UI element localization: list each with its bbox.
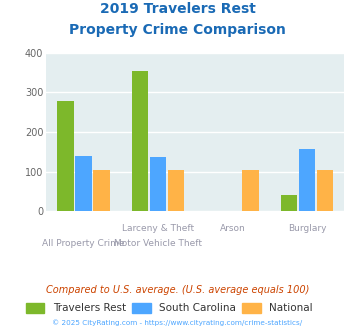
Text: Motor Vehicle Theft: Motor Vehicle Theft (114, 239, 202, 248)
Text: © 2025 CityRating.com - https://www.cityrating.com/crime-statistics/: © 2025 CityRating.com - https://www.city… (53, 319, 302, 326)
Bar (57, 101, 74, 211)
Text: 2019 Travelers Rest: 2019 Travelers Rest (99, 2, 256, 16)
Bar (75, 156, 92, 211)
Bar (281, 195, 297, 211)
Bar (168, 170, 184, 211)
Bar (299, 149, 315, 211)
Bar (150, 156, 166, 211)
Text: Burglary: Burglary (288, 224, 326, 233)
Bar (317, 170, 333, 211)
Bar (242, 170, 259, 211)
Text: Arson: Arson (220, 224, 245, 233)
Text: Compared to U.S. average. (U.S. average equals 100): Compared to U.S. average. (U.S. average … (46, 285, 309, 295)
Legend: Travelers Rest, South Carolina, National: Travelers Rest, South Carolina, National (22, 299, 317, 318)
Text: Larceny & Theft: Larceny & Theft (122, 224, 194, 233)
Text: All Property Crime: All Property Crime (42, 239, 125, 248)
Text: Property Crime Comparison: Property Crime Comparison (69, 23, 286, 37)
Bar (132, 71, 148, 211)
Bar (93, 170, 110, 211)
